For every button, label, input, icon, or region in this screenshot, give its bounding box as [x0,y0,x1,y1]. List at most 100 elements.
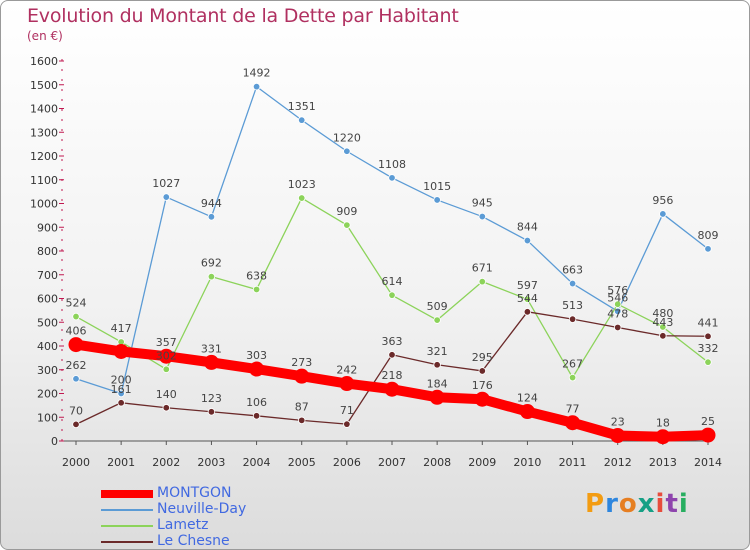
logo-letter: P [585,489,606,519]
data-label: 844 [517,221,538,234]
data-point [568,315,577,323]
data-point [252,82,261,91]
data-label: 671 [472,262,493,275]
data-point [298,194,306,202]
data-point [252,412,261,420]
data-label: 597 [517,279,538,292]
data-point [474,391,490,407]
data-label: 106 [246,396,267,409]
data-point [162,193,170,201]
logo-letter: r [605,489,619,519]
x-tick-label: 2006 [333,456,361,469]
data-point [519,404,535,420]
data-point [614,300,622,308]
data-label: 1108 [378,158,406,171]
data-label: 443 [652,316,673,329]
data-point [298,116,306,124]
data-point [203,354,219,370]
data-label: 909 [336,205,357,218]
x-tick-label: 2013 [649,456,677,469]
x-tick-label: 2014 [694,456,722,469]
y-tick-label: 800 [37,245,58,258]
logo-letter: t [665,489,679,519]
data-label: 200 [111,374,132,387]
data-point [117,399,125,407]
x-tick-label: 2011 [559,456,587,469]
data-point [72,375,80,383]
data-label: 295 [472,351,493,364]
y-tick-label: 500 [37,316,58,329]
x-tick-label: 2007 [378,456,406,469]
data-point [158,348,174,364]
legend-label: MONTGON [157,485,232,501]
data-label: 406 [66,325,87,338]
data-label: 161 [111,383,132,396]
data-label: 71 [340,404,354,417]
data-label: 509 [427,300,448,313]
legend-item: Neuville-Day [101,501,321,517]
y-tick-label: 1300 [30,126,58,139]
data-point [249,361,265,377]
data-label: 18 [656,417,670,430]
data-label: 1027 [152,177,180,190]
data-point [207,408,216,416]
y-tick-label: 300 [37,364,58,377]
data-label: 692 [201,257,222,270]
data-label: 273 [291,356,312,369]
data-label: 363 [382,335,403,348]
data-point [72,312,80,321]
x-tick-label: 2005 [288,456,316,469]
data-point [68,337,84,353]
data-label: 576 [607,284,628,297]
logo-letter: i [655,489,666,519]
data-label: 614 [382,275,403,288]
data-point [704,332,712,340]
x-tick-label: 2010 [513,456,541,469]
data-point [523,236,532,245]
legend-swatch [101,490,153,498]
data-label: 332 [698,342,719,355]
legend-label: Lametz [157,517,209,533]
data-point [72,420,80,429]
data-label: 1023 [288,178,316,191]
data-label: 357 [156,336,177,349]
data-label: 944 [201,197,222,210]
data-label: 124 [517,392,538,405]
data-point [478,277,486,286]
legend-swatch [101,509,153,511]
logo-letter: o [618,489,638,519]
data-point [565,415,581,431]
legend-item: MONTGON [101,485,321,501]
data-point [614,323,622,332]
x-tick-label: 2012 [604,456,632,469]
data-point [339,376,355,392]
data-label: 267 [562,358,583,371]
x-tick-label: 2000 [62,456,90,469]
data-label: 77 [566,403,580,416]
data-point [429,389,445,405]
data-label: 945 [472,197,493,210]
data-point [568,373,577,382]
legend-label: Le Chesne [157,533,230,549]
data-label: 302 [156,349,177,362]
logo-letter: x [637,489,656,519]
data-point [659,210,667,218]
logo-letter: i [678,489,689,519]
data-label: 1015 [423,180,451,193]
data-label: 524 [66,297,87,310]
data-point [700,427,716,443]
data-label: 1220 [333,131,361,144]
y-tick-label: 1100 [30,174,58,187]
data-point [655,429,671,445]
data-point [162,404,170,412]
x-tick-label: 2002 [152,456,180,469]
data-label: 123 [201,392,222,405]
data-label: 809 [698,229,719,242]
chart-title: Evolution du Montant de la Dette par Hab… [27,5,459,27]
data-point [162,365,170,373]
data-point [614,307,622,316]
data-label: 417 [111,322,132,335]
data-label: 546 [607,291,628,304]
